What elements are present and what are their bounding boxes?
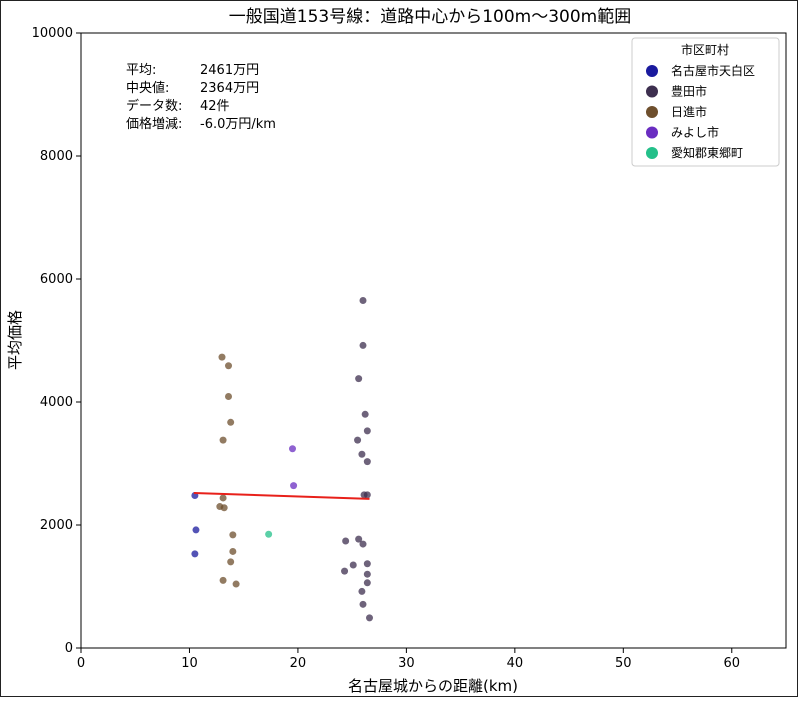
trendline	[193, 491, 370, 500]
data-point	[359, 341, 367, 349]
trendline-group	[193, 491, 370, 500]
data-point	[366, 614, 374, 622]
legend-marker	[646, 65, 658, 77]
data-point	[225, 392, 233, 400]
y-tick-label: 6000	[40, 272, 73, 287]
data-point	[361, 410, 369, 418]
legend-label: 名古屋市天白区	[671, 63, 755, 78]
y-axis-label: 平均価格	[6, 310, 24, 370]
legend-marker	[646, 85, 658, 98]
data-point	[363, 458, 371, 466]
data-point	[229, 547, 237, 555]
legend-marker	[646, 126, 658, 139]
data-point	[363, 579, 371, 587]
data-point	[359, 297, 367, 305]
data-point	[227, 418, 235, 426]
legend-label: 愛知郡東郷町	[671, 146, 743, 160]
data-point	[232, 580, 240, 588]
data-point	[363, 560, 371, 568]
data-point	[219, 576, 227, 584]
stat-value: 42件	[200, 99, 230, 114]
x-tick-label: 40	[507, 656, 524, 671]
x-tick-label: 50	[615, 656, 632, 671]
data-point	[363, 491, 371, 499]
data-point	[363, 427, 371, 435]
data-point	[289, 445, 296, 453]
y-axis: 0 2000 4000 6000 8000 10000	[32, 26, 81, 656]
x-tick-label: 10	[181, 656, 198, 671]
legend-label: 日進市	[671, 104, 707, 119]
data-point	[225, 362, 233, 370]
plot-area	[80, 32, 787, 649]
data-point	[359, 600, 367, 608]
data-point	[191, 550, 199, 558]
stat-label: 中央値:	[126, 80, 169, 96]
data-point	[290, 482, 298, 490]
x-axis: 0 10 20 30 40 50 60	[77, 648, 740, 671]
data-point	[220, 504, 228, 512]
y-tick-label: 10000	[32, 26, 73, 41]
legend-box	[631, 37, 780, 167]
stat-value: -6.0万円/km	[200, 117, 276, 132]
data-point	[219, 494, 227, 502]
legend-marker	[646, 106, 658, 118]
y-tick-label: 2000	[40, 518, 73, 533]
y-tick-label: 4000	[40, 395, 73, 410]
data-points	[191, 297, 374, 622]
data-point	[227, 558, 235, 566]
data-point	[341, 567, 349, 575]
x-tick-label: 20	[290, 656, 307, 671]
data-point	[229, 531, 237, 539]
data-point	[358, 587, 366, 595]
data-point	[363, 570, 371, 578]
x-tick-label: 30	[398, 656, 415, 671]
x-tick-label: 0	[77, 656, 85, 671]
legend-marker	[646, 147, 658, 159]
legend-title: 市区町村	[681, 42, 729, 57]
data-point	[359, 540, 367, 548]
data-point	[265, 530, 273, 538]
data-point	[192, 526, 200, 534]
legend-label: みよし市	[671, 125, 719, 140]
data-point	[218, 353, 226, 361]
data-point	[349, 561, 357, 569]
data-point	[354, 436, 362, 444]
stat-label: 価格増減:	[126, 116, 182, 132]
stat-value: 2364万円	[200, 81, 259, 96]
data-point	[355, 375, 363, 383]
data-point	[358, 450, 366, 458]
legend-label: 豊田市	[671, 84, 707, 99]
stat-label: 平均:	[126, 63, 156, 78]
stat-value: 2461万円	[200, 63, 259, 78]
data-point	[355, 535, 363, 543]
y-tick-label: 8000	[40, 149, 73, 164]
data-point	[219, 436, 227, 444]
chart-title: 一般国道153号線：道路中心から100m～300m範囲	[229, 7, 631, 27]
x-axis-label: 名古屋城からの距離(km)	[348, 677, 518, 695]
stat-label: データ数:	[126, 98, 182, 114]
x-tick-label: 60	[723, 656, 740, 671]
y-tick-label: 0	[65, 641, 73, 656]
data-point	[342, 537, 350, 545]
